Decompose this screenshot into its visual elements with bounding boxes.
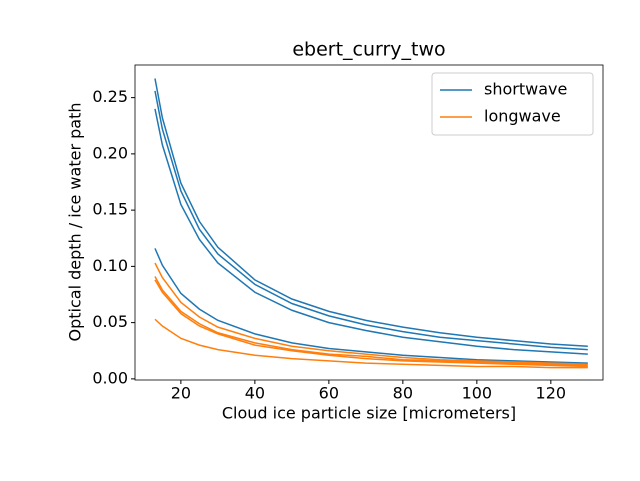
- y-tick-label: 0.05: [92, 312, 128, 331]
- x-tick-label: 40: [245, 384, 265, 403]
- series-line: [154, 108, 588, 355]
- series-line: [154, 276, 588, 367]
- x-tick-label: 60: [319, 384, 339, 403]
- plot-frame: [134, 64, 604, 381]
- series-line: [154, 279, 588, 368]
- series-line: [154, 78, 588, 347]
- x-tick-label: 80: [393, 384, 413, 403]
- x-tick-label: 20: [171, 384, 191, 403]
- legend-label: shortwave: [484, 80, 567, 99]
- series-line: [154, 318, 588, 369]
- y-tick-label: 0.00: [92, 368, 128, 387]
- legend-box: [431, 72, 594, 136]
- y-axis-label: Optical depth / ice water path: [66, 103, 85, 342]
- y-tick-label: 0.10: [92, 256, 128, 275]
- series-line: [154, 262, 588, 365]
- y-tick-label: 0.25: [92, 87, 128, 106]
- x-tick-label: 100: [462, 384, 493, 403]
- x-axis-label: Cloud ice particle size [micrometers]: [222, 404, 516, 423]
- series-line: [154, 90, 588, 351]
- series-line: [154, 248, 588, 364]
- y-tick-label: 0.20: [92, 143, 128, 162]
- y-tick-label: 0.15: [92, 200, 128, 219]
- legend-label: longwave: [484, 107, 561, 126]
- chart-title: ebert_curry_two: [292, 39, 445, 61]
- x-tick-label: 120: [536, 384, 567, 403]
